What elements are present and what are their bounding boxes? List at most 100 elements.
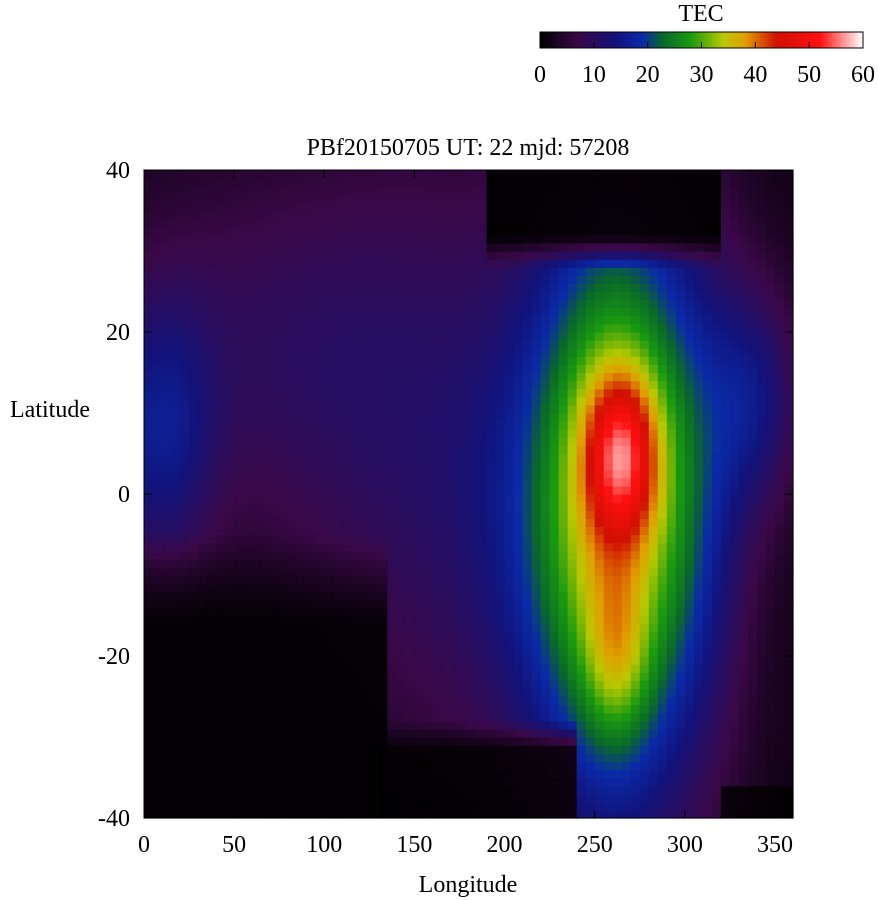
heatmap-cell [396,566,406,576]
heatmap-cell [279,631,289,641]
heatmap-cell [261,315,271,325]
heatmap-cell [630,340,641,349]
heatmap-cell [486,429,497,438]
heatmap-cell [261,234,271,244]
heatmap-cell [243,696,253,706]
heatmap-cell [306,469,316,479]
heatmap-cell [189,242,199,252]
heatmap-cell [207,745,217,754]
heatmap-cell [243,186,253,195]
heatmap-cell [630,696,641,706]
heatmap-cell [261,761,271,770]
heatmap-cell [639,510,650,519]
heatmap-cell [603,477,614,487]
heatmap-cell [405,315,416,325]
heatmap-cell [378,218,388,228]
heatmap-cell [567,445,578,455]
heatmap-cell [648,477,659,487]
heatmap-cell [306,445,316,455]
heatmap-cell [216,348,226,357]
heatmap-cell [144,526,154,536]
heatmap-cell [432,712,443,722]
heatmap-cell [684,753,695,762]
heatmap-cell [621,477,632,487]
heatmap-cell [531,234,542,244]
heatmap-cell [432,348,443,357]
heatmap-cell [522,769,533,779]
heatmap-cell [324,388,334,398]
heatmap-cell [540,502,551,511]
heatmap-cell [333,777,343,787]
heatmap-cell [387,437,397,446]
heatmap-cell [207,186,217,195]
heatmap-cell [558,688,569,698]
heatmap-cell [558,599,569,608]
heatmap-cell [342,494,352,503]
heatmap-cell [639,558,650,568]
heatmap-cell [531,404,542,414]
heatmap-cell [279,558,289,568]
heatmap-cell [423,372,434,382]
heatmap-cell [603,348,614,357]
heatmap-cell [549,809,560,819]
heatmap-cell [144,453,154,463]
heatmap-cell [486,275,497,284]
heatmap-cell [639,210,650,220]
heatmap-cell [540,550,551,560]
heatmap-cell [585,170,596,179]
heatmap-cell [342,356,352,365]
heatmap-cell [252,323,262,333]
heatmap-cell [360,218,370,228]
heatmap-cell [666,340,677,349]
heatmap-cell [252,712,262,722]
heatmap-cell [684,656,695,665]
heatmap-cell [585,315,596,325]
heatmap-cell [189,664,199,673]
heatmap-cell [594,445,605,455]
heatmap-cell [360,307,370,317]
heatmap-cell [693,396,704,406]
heatmap-cell [522,437,533,446]
heatmap-cell [540,777,551,787]
heatmap-cell [270,437,280,446]
heatmap-cell [423,388,434,398]
heatmap-cell [657,801,668,811]
heatmap-cell [405,696,416,706]
heatmap-cell [441,186,452,195]
heatmap-cell [243,704,253,714]
heatmap-cell [198,534,208,544]
heatmap-cell [324,372,334,382]
heatmap-cell [468,631,479,641]
heatmap-cell [153,591,163,600]
heatmap-cell [531,453,542,463]
heatmap-cell [369,226,379,236]
heatmap-cell [234,226,244,236]
heatmap-cell [621,728,632,738]
heatmap-cell [693,591,704,600]
heatmap-cell [513,688,524,698]
heatmap-cell [270,785,280,795]
heatmap-cell [657,745,668,754]
heatmap-cell [432,566,443,576]
heatmap-cell [333,299,343,309]
heatmap-cell [666,712,677,722]
heatmap-cell [459,502,470,511]
heatmap-cell [612,712,623,722]
heatmap-cell [423,591,434,600]
heatmap-cell [360,688,370,698]
heatmap-cell [576,753,587,762]
heatmap-cell [486,283,497,293]
heatmap-cell [603,688,614,698]
heatmap-cell [297,194,307,203]
heatmap-cell [684,453,695,463]
heatmap-cell [333,785,343,795]
heatmap-cell [144,437,154,446]
heatmap-cell [477,283,488,293]
heatmap-cell [198,210,208,220]
heatmap-cell [549,340,560,349]
heatmap-cell [180,291,190,301]
heatmap-cell [558,396,569,406]
heatmap-cell [387,680,397,689]
heatmap-cell [585,737,596,746]
heatmap-cell [504,194,515,203]
